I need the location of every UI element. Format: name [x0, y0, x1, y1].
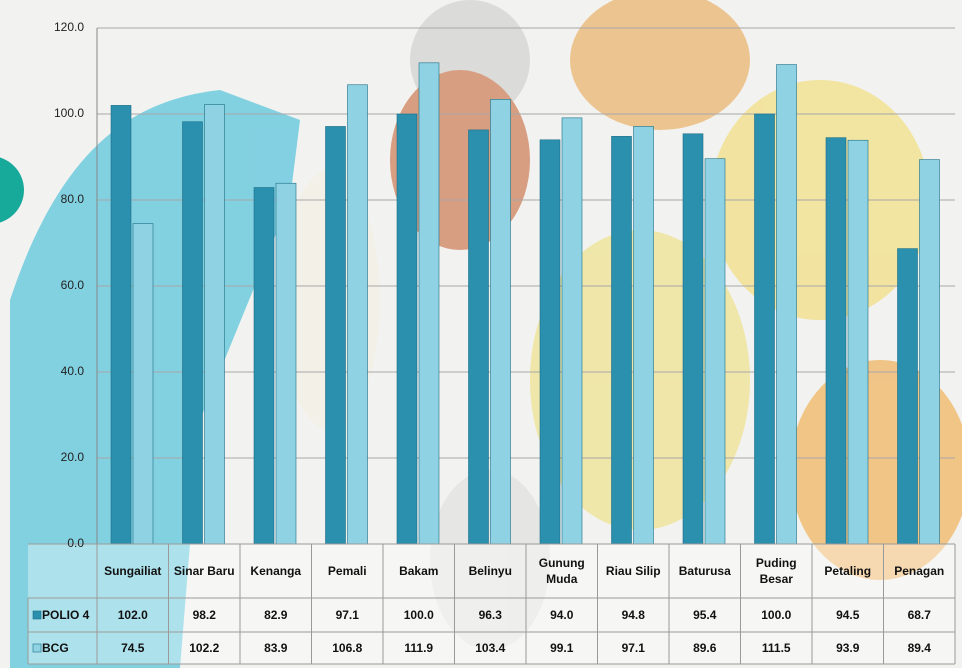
bar: [611, 136, 632, 545]
bar: [204, 104, 225, 545]
category-label: Sungailiat: [104, 564, 162, 578]
value-label: 99.1: [550, 641, 574, 655]
category-label: Belinyu: [468, 564, 512, 578]
category-label: Gunung Muda: [538, 556, 585, 586]
value-label: 97.1: [335, 608, 359, 622]
value-label: 83.9: [264, 641, 288, 655]
y-tick-label: 40.0: [60, 364, 84, 378]
bar: [275, 182, 297, 545]
value-label: 111.9: [404, 641, 434, 655]
category-label: Petaling: [824, 564, 872, 578]
bar: [490, 99, 511, 545]
bar: [919, 159, 940, 545]
value-label: 102.2: [189, 641, 220, 655]
legend-label: POLIO 4: [42, 608, 90, 622]
category-label: Penagan: [894, 564, 945, 578]
bar: [754, 113, 775, 545]
y-tick-label: 120.0: [53, 20, 84, 34]
category-label: Puding Besar: [755, 556, 797, 586]
legend-key: [32, 610, 42, 620]
value-label: 103.4: [475, 641, 506, 655]
value-label: 96.3: [478, 608, 502, 622]
value-label: 95.4: [693, 608, 717, 622]
value-label: 100.0: [761, 608, 792, 622]
value-label: 94.0: [550, 608, 574, 622]
category-label: Pemali: [327, 564, 367, 578]
bar: [825, 137, 847, 545]
bar: [897, 248, 918, 545]
value-label: 94.8: [621, 608, 645, 622]
value-label: 74.5: [121, 641, 145, 655]
value-label: 111.5: [761, 641, 791, 655]
y-tick-label: 0.0: [67, 536, 84, 550]
value-label: 82.9: [264, 608, 288, 622]
y-tick-label: 100.0: [53, 106, 84, 120]
legend-key: [32, 643, 42, 653]
category-label: Kenanga: [250, 564, 302, 578]
bar: [847, 139, 869, 545]
decor-circle: [0, 157, 24, 223]
bar: [633, 126, 654, 545]
value-label: 100.0: [403, 608, 434, 622]
legend-label: BCG: [42, 641, 69, 655]
bar: [396, 113, 418, 545]
value-label: 94.5: [836, 608, 860, 622]
bar: [347, 84, 368, 545]
value-label: 68.7: [907, 608, 931, 622]
bar: [704, 158, 726, 545]
bar: [253, 187, 275, 545]
value-label: 97.1: [621, 641, 645, 655]
bar: [182, 121, 203, 545]
category-label: Riau Silip: [605, 564, 661, 578]
bar: [110, 105, 132, 545]
bar: [561, 117, 583, 545]
category-label: Sinar Baru: [173, 564, 235, 578]
bar: [539, 139, 561, 545]
value-label: 98.2: [192, 608, 216, 622]
y-tick-label: 60.0: [60, 278, 84, 292]
value-label: 102.0: [117, 608, 148, 622]
category-label: Bakam: [399, 564, 439, 578]
bar: [418, 62, 440, 545]
value-label: 89.6: [693, 641, 717, 655]
value-label: 106.8: [332, 641, 363, 655]
y-tick-label: 80.0: [60, 192, 84, 206]
bar: [468, 129, 489, 545]
bar: [682, 133, 704, 545]
value-label: 93.9: [836, 641, 860, 655]
table-bg: [28, 544, 955, 664]
bar: [132, 223, 154, 545]
category-label: Baturusa: [678, 564, 731, 578]
y-tick-label: 20.0: [60, 450, 84, 464]
value-label: 89.4: [907, 641, 931, 655]
bar: [776, 64, 797, 545]
bar: [325, 126, 346, 545]
